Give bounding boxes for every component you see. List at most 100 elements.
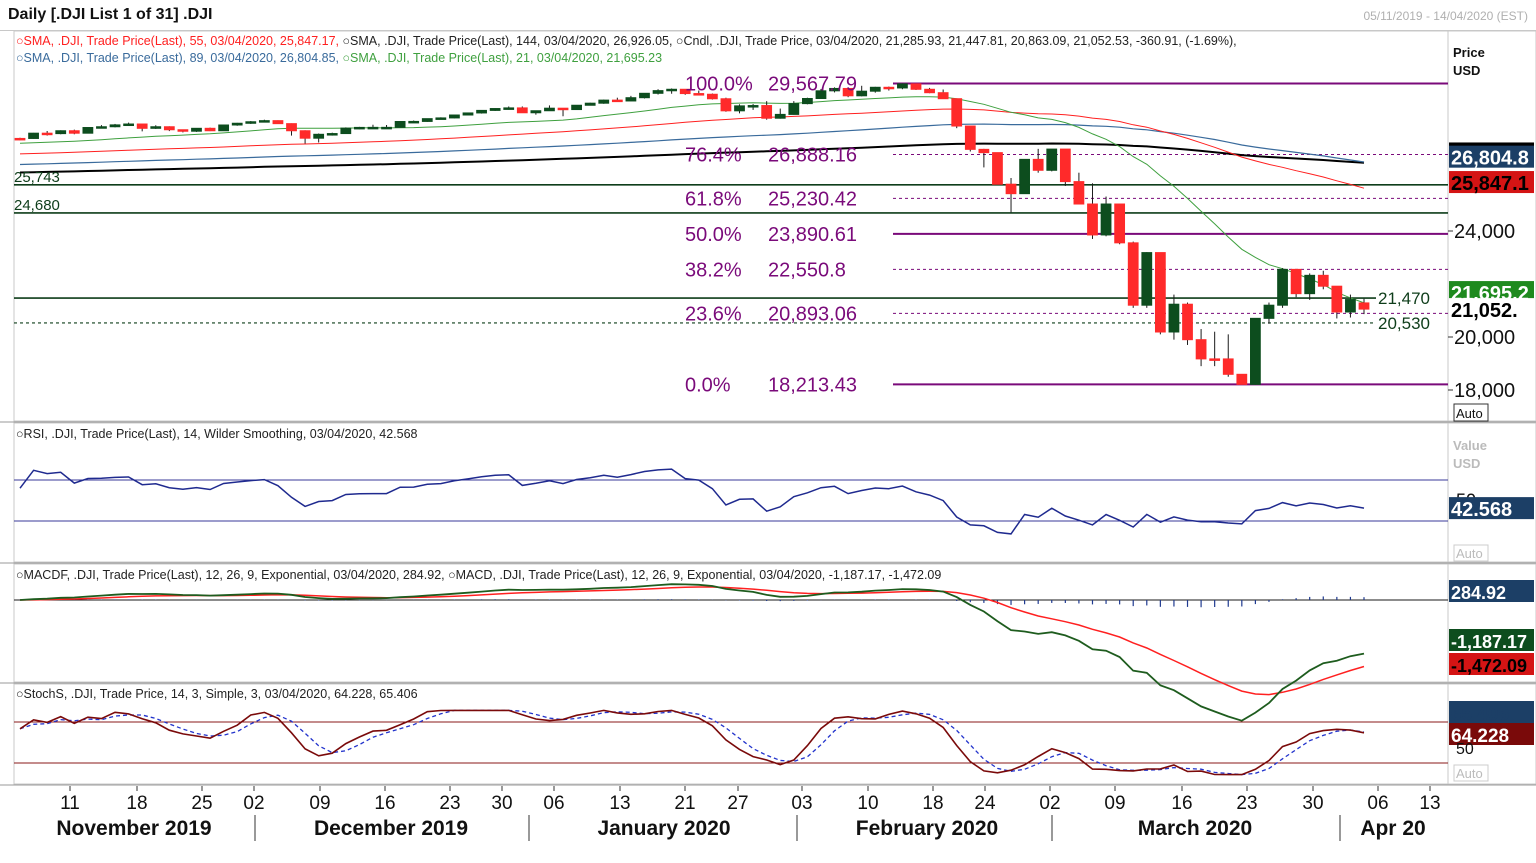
- support-level-label-3: 20,530: [1378, 314, 1430, 333]
- legend-entry: ○Cndl, .DJI, Trade Price, 03/04/2020, 21…: [672, 34, 1236, 48]
- sma-144-line: [19, 142, 1365, 174]
- day-tick-label-0: 11: [60, 793, 80, 814]
- candle: [14, 137, 26, 141]
- candle: [1290, 268, 1302, 298]
- candle: [1209, 331, 1221, 367]
- candle: [774, 108, 786, 119]
- support-level-label-1: 24,680: [14, 197, 60, 214]
- rsi-axis-unit: USD: [1453, 456, 1480, 471]
- candle-body: [41, 132, 53, 136]
- day-tick-label-6: 23: [439, 793, 460, 814]
- candle-body: [1209, 358, 1221, 361]
- candle: [41, 130, 53, 136]
- candle-body: [286, 123, 297, 132]
- candle: [679, 88, 691, 95]
- window-title: Daily [.DJI List 1 of 31] .DJI: [8, 6, 213, 23]
- stoch-tag-label-1: 64.228: [1451, 726, 1509, 747]
- candle-body: [924, 88, 935, 94]
- candle: [367, 124, 379, 130]
- candle-body: [516, 107, 528, 114]
- stoch-tick-50: 50: [1456, 741, 1474, 758]
- candle: [693, 90, 705, 96]
- sma-55-line: [19, 108, 1365, 189]
- stoch-tag-1: [1449, 723, 1534, 745]
- candle-body: [1263, 304, 1275, 319]
- candle-body: [96, 126, 107, 129]
- rsi-auto-button[interactable]: [1453, 544, 1489, 562]
- candle: [245, 121, 257, 124]
- macd-tag-label-0: 284.92: [1451, 583, 1506, 603]
- candle: [354, 126, 365, 130]
- candle-body: [408, 120, 420, 124]
- candle-body: [503, 107, 515, 110]
- fib-pct-5: 23.6%: [685, 303, 742, 325]
- candle-body: [652, 90, 664, 94]
- support-level-label-0: 25,743: [14, 169, 60, 186]
- candle: [394, 121, 406, 128]
- day-tick-label-16: 02: [1039, 793, 1060, 814]
- candle-body: [476, 109, 487, 114]
- candle-body: [802, 98, 813, 105]
- candle: [55, 130, 67, 135]
- candle-body: [55, 130, 67, 135]
- candle: [191, 127, 202, 132]
- candle: [652, 89, 664, 95]
- candle-body: [734, 105, 745, 112]
- price-auto-button[interactable]: [1453, 403, 1489, 422]
- candle-body: [639, 92, 650, 99]
- candle-body: [815, 90, 827, 99]
- window-title-bar: Daily [.DJI List 1 of 31] .DJI 05/11/201…: [0, 0, 1536, 31]
- candle: [1100, 196, 1112, 237]
- candle: [1141, 252, 1153, 308]
- rsi-auto-label: Auto: [1456, 546, 1483, 561]
- candle: [611, 97, 623, 103]
- fib-pct-2: 61.8%: [685, 188, 742, 210]
- candle-body: [204, 127, 216, 132]
- rsi-tag-label: 42.568: [1451, 499, 1512, 521]
- candle: [1114, 203, 1126, 245]
- candle: [204, 127, 216, 132]
- price-tag-4: [1449, 298, 1534, 321]
- candle: [571, 104, 582, 111]
- candle: [381, 125, 392, 130]
- candle-body: [136, 123, 148, 129]
- price-tag-label-1: 26,804.8: [1451, 148, 1529, 170]
- candle-body: [82, 127, 94, 134]
- candle: [462, 112, 474, 116]
- candle-body: [693, 93, 705, 96]
- support-level-label-2: 21,470: [1378, 289, 1430, 308]
- candle-body: [747, 105, 759, 108]
- macd-pane: [13, 563, 1449, 683]
- candle: [299, 130, 311, 144]
- fib-pct-4: 38.2%: [685, 259, 742, 281]
- day-tick-label-15: 24: [974, 793, 996, 814]
- candle: [449, 114, 460, 119]
- candle: [1358, 298, 1370, 315]
- macd-tag-label-1: -1,187.17: [1451, 632, 1527, 652]
- candle-body: [1154, 252, 1166, 333]
- day-tick-label-1: 18: [126, 793, 147, 814]
- candle-body: [231, 122, 243, 126]
- stoch-auto-button[interactable]: [1453, 764, 1489, 782]
- candle-body: [150, 126, 162, 129]
- candle-body: [856, 90, 868, 97]
- candle-body: [163, 126, 175, 131]
- candle: [1345, 294, 1356, 318]
- candle-body: [245, 121, 257, 124]
- candle-body: [1100, 203, 1112, 236]
- candle-body: [611, 99, 623, 103]
- candle: [68, 129, 80, 135]
- candle: [123, 122, 134, 127]
- macd-legend: ○MACDF, .DJI, Trade Price(Last), 12, 26,…: [16, 568, 941, 582]
- candle: [951, 98, 963, 129]
- candle-body: [1032, 158, 1044, 171]
- candle-body: [1195, 339, 1207, 360]
- candle-body: [1019, 158, 1030, 195]
- candle-body: [1059, 148, 1071, 183]
- candle: [231, 122, 243, 126]
- candle: [272, 120, 284, 125]
- candle-body: [299, 130, 311, 139]
- legend-entry: ○SMA, .DJI, Trade Price(Last), 144, 03/0…: [339, 34, 672, 48]
- legend-entry: ○SMA, .DJI, Trade Price(Last), 21, 03/04…: [339, 51, 662, 65]
